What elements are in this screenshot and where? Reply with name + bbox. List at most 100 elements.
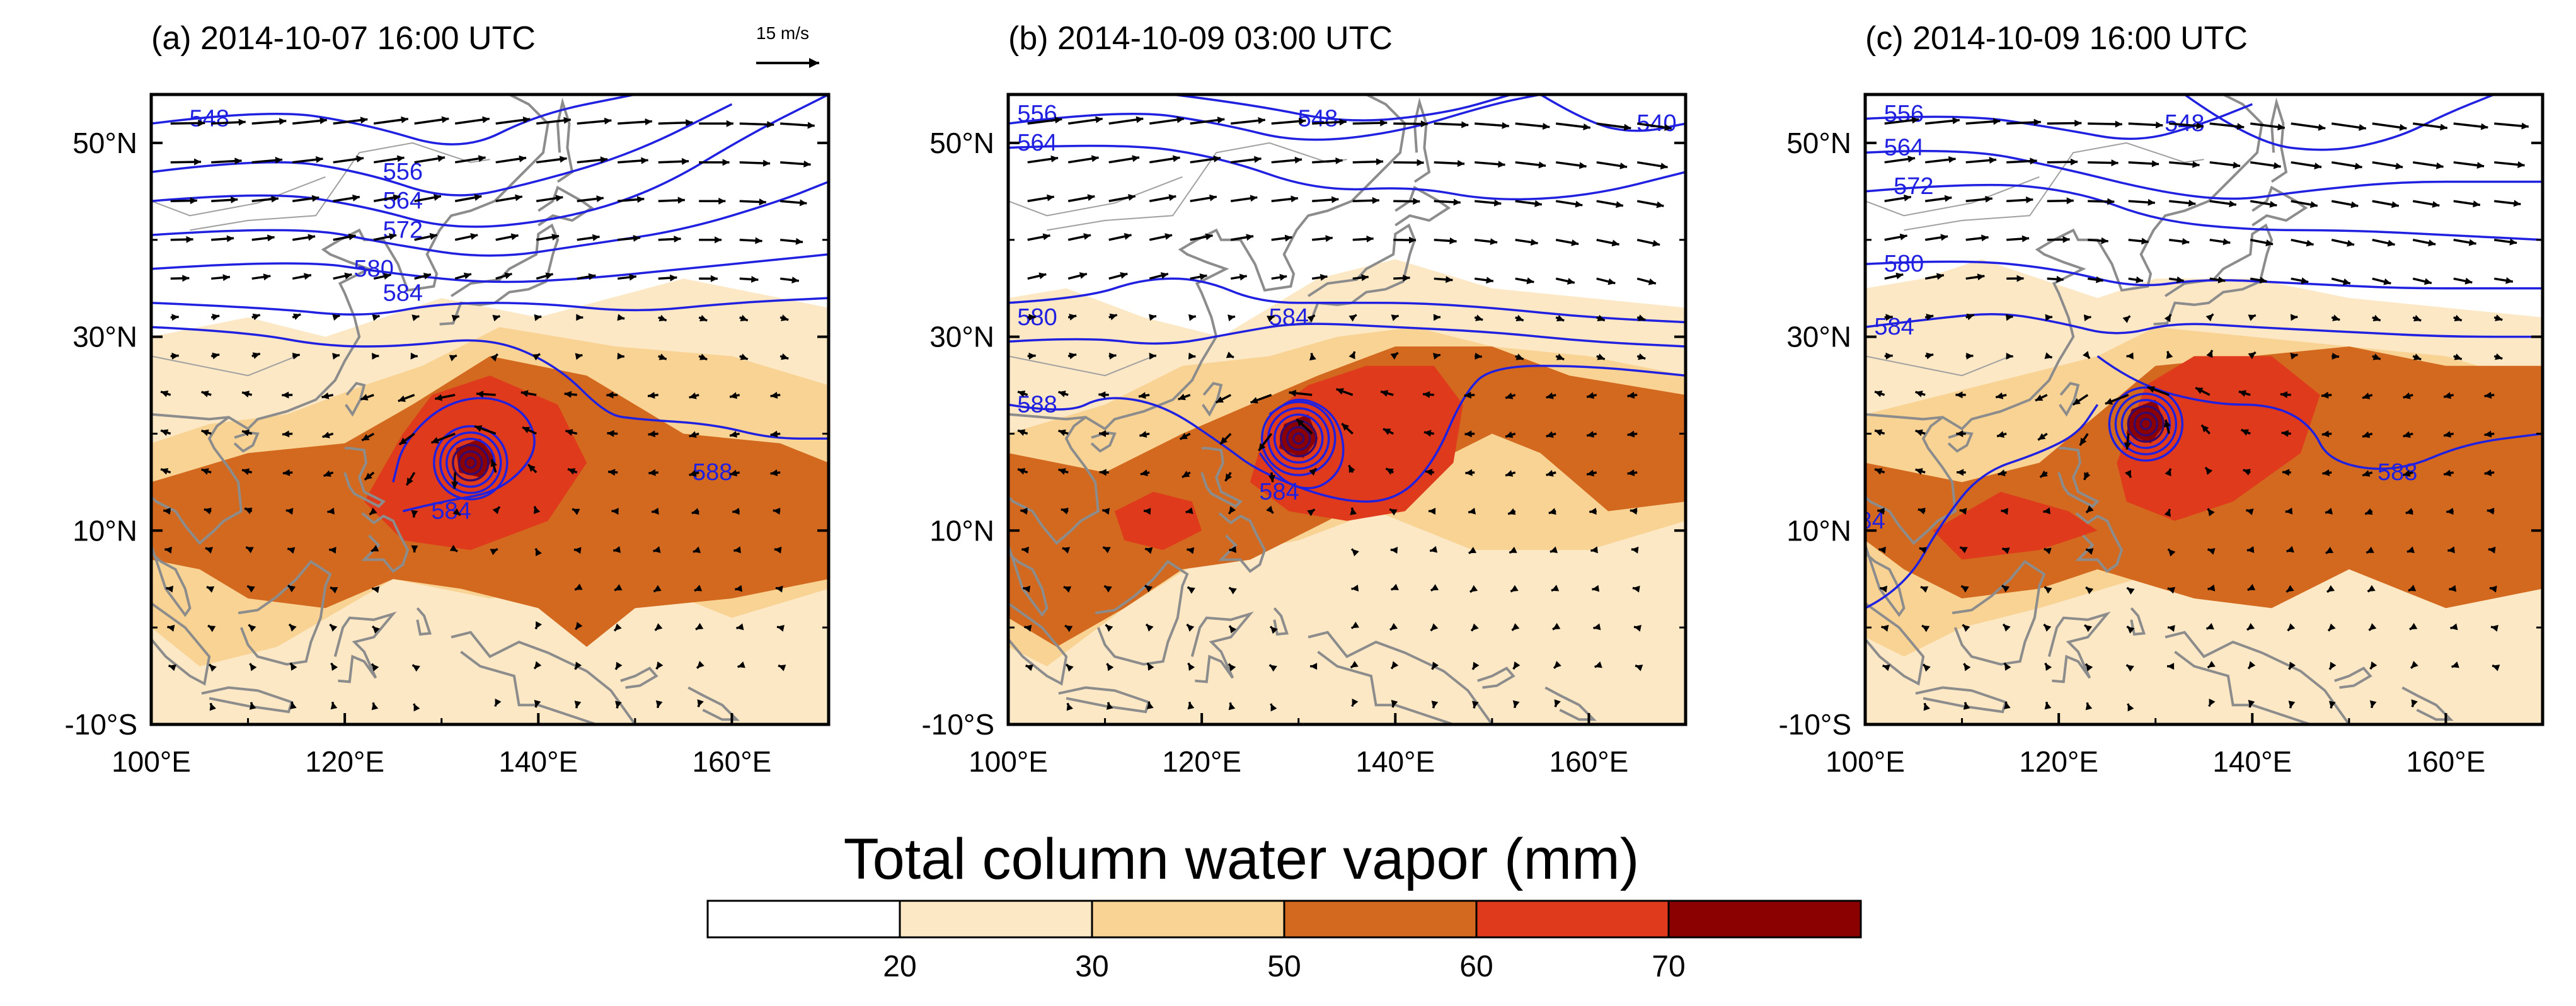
wind-vector-head [1475,352,1482,360]
wind-vector-head [699,314,708,322]
wind-vector-head [2207,661,2216,668]
y-tick-label: 30°N [929,321,994,353]
wind-vector-head [1054,117,1062,123]
wind-vector-head [282,469,290,476]
wind-vector-head [1069,314,1077,321]
wind-vector-head [2444,431,2451,438]
wind-vector-head [563,117,571,124]
wind-vector-head [2246,508,2254,515]
wind-vector-head [2468,239,2476,246]
wind-vector-head [1140,469,1148,477]
coastline [1200,447,1243,508]
wind-vector-head [2480,123,2488,130]
wind-vector-head [2406,546,2415,553]
wind-vector-head [1106,702,1113,710]
axes: 100°E 120°E 140°E 160°E 50°N 30°N 10°N -10°S [921,127,1687,778]
gph-contour [1865,149,2543,200]
wind-vector-head [755,237,762,244]
gph-contour [1539,94,1686,132]
wind-vector-head [2045,663,2052,671]
wind-vector-head [1246,234,1254,241]
wind-vector-head [2207,508,2215,517]
wind-vector-head [1185,507,1193,515]
wind-vector-head [1307,315,1315,323]
wind-vector-head [645,118,652,125]
colorbar-box [1283,900,1478,939]
wind-vector-head [575,661,582,670]
wind-vector-head [1107,663,1114,672]
wind-vector-head [1023,585,1031,593]
wind-vector-head [209,703,216,711]
wind-vector-head [470,233,478,240]
wind-vector-head [1298,118,1306,125]
wind-vector-head [209,664,217,672]
wind-vector-head [1258,443,1266,451]
wind-vector-head [2362,470,2371,477]
border-line [1904,142,2204,231]
coastline [1008,496,1049,617]
wind-vector-head [1325,235,1333,243]
colorbar-boxes [706,900,1862,939]
wind-vector-head [2265,239,2274,246]
wind-vector-head [449,355,457,362]
wind-vector-head [1099,469,1107,476]
wind-vector-head [1960,547,1968,554]
wind-vector-head [182,275,190,282]
wind-vector-head [2509,238,2517,246]
colorbar-label: 20 [883,950,916,983]
wind-vector-head [1225,473,1233,481]
wind-vector-head [574,700,582,709]
wind-vector-head [242,468,250,476]
wind-vector-head [2030,157,2037,165]
wind-vector-head [1028,352,1036,360]
wind-vector-head [770,392,778,399]
wind-vector-head [1619,163,1628,169]
wind-vector-head [474,425,483,432]
wind-vector-head [534,700,541,708]
wind-vector-head [1213,155,1221,163]
wind-vector-head [2001,508,2008,515]
y-tick-label: 50°N [1786,127,1851,159]
wind-vector-head [2432,201,2440,208]
wind-vector-head [1409,236,1417,244]
wind-vector-head [293,313,301,320]
wind-vector-head [2449,585,2457,592]
wind-vector-head [1145,547,1153,554]
wind-vector-head [1176,116,1184,123]
wind-vector-head [1351,585,1359,592]
wind-vector-head [1587,469,1594,477]
wind-vector-head [1656,201,1664,209]
wind-vector-head [413,704,420,712]
wind-vector-head [244,507,253,515]
wind-vector-head [510,233,519,241]
wind-vector-head [2096,276,2103,283]
wind-vector-head [2411,699,2418,707]
wind-vector-head [1597,353,1605,360]
wind-vector-head [242,391,250,397]
wind-vector-head [2004,663,2011,671]
wind-vector-head [2413,314,2422,322]
wind-vector-head [2365,508,2373,515]
tcwv-shading [1279,414,1318,458]
wind-vector-head [732,508,740,515]
wind-vector-head [2372,353,2381,360]
wind-vector-head [1542,123,1550,130]
wind-vector-head [2248,700,2255,708]
wind-vector-head [1331,196,1339,203]
colorbar-label: 50 [1267,950,1301,983]
wind-vector-head [1904,194,1911,202]
x-tick-label: 100°E [112,745,191,778]
wind-vector-head [1587,392,1594,399]
wind-vector-head [248,624,256,632]
wind-vector-head [2247,584,2256,590]
panel-a: (a) 2014-10-07 16:00 UTC 15 m/s 54855656… [64,20,831,778]
cyclone-contour-ring [439,431,502,494]
map-border [1006,93,1688,726]
cyclone-contour-ring [2114,392,2178,455]
wind-vector-head [1149,314,1156,321]
wind-vector-head [1361,274,1369,282]
wind-vector-head [1098,391,1106,399]
wind-vector-head [674,236,681,243]
wind-vector-head [1429,508,1436,515]
